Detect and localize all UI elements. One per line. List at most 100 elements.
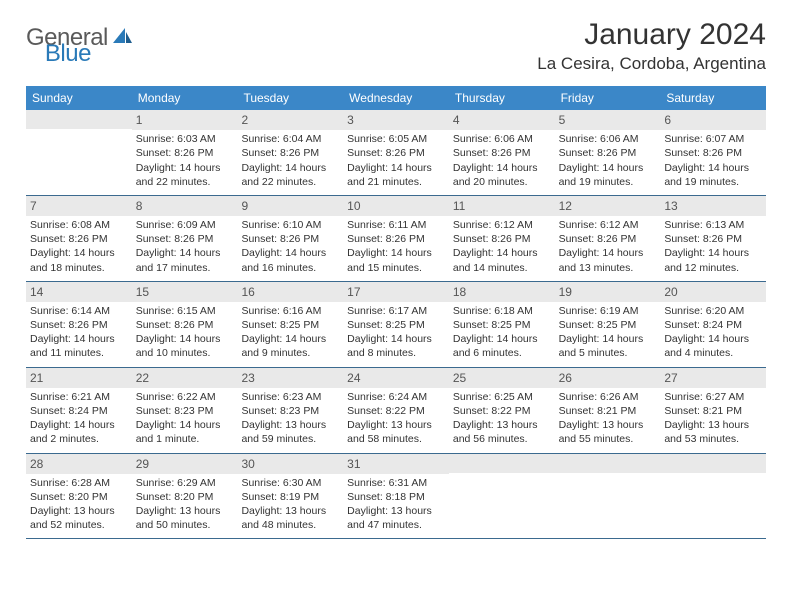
sunrise-text: Sunrise: 6:21 AM	[30, 390, 128, 404]
sunrise-text: Sunrise: 6:14 AM	[30, 304, 128, 318]
sunset-text: Sunset: 8:18 PM	[347, 490, 445, 504]
day-number: 24	[343, 368, 449, 388]
sunrise-text: Sunrise: 6:12 AM	[453, 218, 551, 232]
day-number: 6	[660, 110, 766, 130]
day-number	[660, 454, 766, 473]
daylight-text: Daylight: 13 hours and 47 minutes.	[347, 504, 445, 532]
daylight-text: Daylight: 14 hours and 6 minutes.	[453, 332, 551, 360]
day-number: 29	[132, 454, 238, 474]
day-cell: 19Sunrise: 6:19 AMSunset: 8:25 PMDayligh…	[555, 282, 661, 367]
day-number: 4	[449, 110, 555, 130]
day-number: 8	[132, 196, 238, 216]
day-body: Sunrise: 6:28 AMSunset: 8:20 PMDaylight:…	[26, 474, 132, 539]
weekday-header: Tuesday	[237, 86, 343, 110]
week-row: 14Sunrise: 6:14 AMSunset: 8:26 PMDayligh…	[26, 282, 766, 368]
daylight-text: Daylight: 13 hours and 58 minutes.	[347, 418, 445, 446]
day-cell: 13Sunrise: 6:13 AMSunset: 8:26 PMDayligh…	[660, 196, 766, 281]
week-row: 1Sunrise: 6:03 AMSunset: 8:26 PMDaylight…	[26, 110, 766, 196]
day-body: Sunrise: 6:18 AMSunset: 8:25 PMDaylight:…	[449, 302, 555, 367]
day-number: 25	[449, 368, 555, 388]
day-body: Sunrise: 6:03 AMSunset: 8:26 PMDaylight:…	[132, 130, 238, 195]
day-body: Sunrise: 6:10 AMSunset: 8:26 PMDaylight:…	[237, 216, 343, 281]
day-body: Sunrise: 6:16 AMSunset: 8:25 PMDaylight:…	[237, 302, 343, 367]
day-number: 10	[343, 196, 449, 216]
sunrise-text: Sunrise: 6:05 AM	[347, 132, 445, 146]
day-cell: 18Sunrise: 6:18 AMSunset: 8:25 PMDayligh…	[449, 282, 555, 367]
sunrise-text: Sunrise: 6:15 AM	[136, 304, 234, 318]
day-cell: 10Sunrise: 6:11 AMSunset: 8:26 PMDayligh…	[343, 196, 449, 281]
sunset-text: Sunset: 8:26 PM	[664, 232, 762, 246]
day-body: Sunrise: 6:06 AMSunset: 8:26 PMDaylight:…	[449, 130, 555, 195]
day-body: Sunrise: 6:29 AMSunset: 8:20 PMDaylight:…	[132, 474, 238, 539]
sunrise-text: Sunrise: 6:09 AM	[136, 218, 234, 232]
sunset-text: Sunset: 8:26 PM	[241, 232, 339, 246]
daylight-text: Daylight: 13 hours and 53 minutes.	[664, 418, 762, 446]
sunset-text: Sunset: 8:26 PM	[347, 146, 445, 160]
sunset-text: Sunset: 8:26 PM	[136, 232, 234, 246]
day-number: 30	[237, 454, 343, 474]
weekday-header: Sunday	[26, 86, 132, 110]
daylight-text: Daylight: 13 hours and 50 minutes.	[136, 504, 234, 532]
sunrise-text: Sunrise: 6:23 AM	[241, 390, 339, 404]
sunrise-text: Sunrise: 6:26 AM	[559, 390, 657, 404]
daylight-text: Daylight: 14 hours and 1 minute.	[136, 418, 234, 446]
day-number: 23	[237, 368, 343, 388]
day-number: 21	[26, 368, 132, 388]
day-cell: 5Sunrise: 6:06 AMSunset: 8:26 PMDaylight…	[555, 110, 661, 195]
day-cell	[26, 110, 132, 195]
sunrise-text: Sunrise: 6:31 AM	[347, 476, 445, 490]
calendar: SundayMondayTuesdayWednesdayThursdayFrid…	[26, 86, 766, 539]
day-body: Sunrise: 6:15 AMSunset: 8:26 PMDaylight:…	[132, 302, 238, 367]
sunrise-text: Sunrise: 6:13 AM	[664, 218, 762, 232]
day-cell: 27Sunrise: 6:27 AMSunset: 8:21 PMDayligh…	[660, 368, 766, 453]
sunrise-text: Sunrise: 6:07 AM	[664, 132, 762, 146]
day-body: Sunrise: 6:21 AMSunset: 8:24 PMDaylight:…	[26, 388, 132, 453]
sunset-text: Sunset: 8:23 PM	[241, 404, 339, 418]
day-number: 1	[132, 110, 238, 130]
daylight-text: Daylight: 14 hours and 5 minutes.	[559, 332, 657, 360]
day-body: Sunrise: 6:19 AMSunset: 8:25 PMDaylight:…	[555, 302, 661, 367]
sunset-text: Sunset: 8:22 PM	[453, 404, 551, 418]
sunrise-text: Sunrise: 6:28 AM	[30, 476, 128, 490]
daylight-text: Daylight: 14 hours and 10 minutes.	[136, 332, 234, 360]
daylight-text: Daylight: 14 hours and 2 minutes.	[30, 418, 128, 446]
day-number: 31	[343, 454, 449, 474]
sunrise-text: Sunrise: 6:17 AM	[347, 304, 445, 318]
daylight-text: Daylight: 14 hours and 18 minutes.	[30, 246, 128, 274]
day-cell: 21Sunrise: 6:21 AMSunset: 8:24 PMDayligh…	[26, 368, 132, 453]
day-body: Sunrise: 6:05 AMSunset: 8:26 PMDaylight:…	[343, 130, 449, 195]
sunrise-text: Sunrise: 6:11 AM	[347, 218, 445, 232]
day-body: Sunrise: 6:11 AMSunset: 8:26 PMDaylight:…	[343, 216, 449, 281]
day-body: Sunrise: 6:09 AMSunset: 8:26 PMDaylight:…	[132, 216, 238, 281]
daylight-text: Daylight: 14 hours and 19 minutes.	[559, 161, 657, 189]
sunset-text: Sunset: 8:25 PM	[347, 318, 445, 332]
day-cell: 9Sunrise: 6:10 AMSunset: 8:26 PMDaylight…	[237, 196, 343, 281]
day-body: Sunrise: 6:20 AMSunset: 8:24 PMDaylight:…	[660, 302, 766, 367]
daylight-text: Daylight: 14 hours and 8 minutes.	[347, 332, 445, 360]
day-body: Sunrise: 6:30 AMSunset: 8:19 PMDaylight:…	[237, 474, 343, 539]
day-cell: 24Sunrise: 6:24 AMSunset: 8:22 PMDayligh…	[343, 368, 449, 453]
day-body: Sunrise: 6:12 AMSunset: 8:26 PMDaylight:…	[449, 216, 555, 281]
day-cell: 26Sunrise: 6:26 AMSunset: 8:21 PMDayligh…	[555, 368, 661, 453]
day-body: Sunrise: 6:08 AMSunset: 8:26 PMDaylight:…	[26, 216, 132, 281]
sunset-text: Sunset: 8:21 PM	[559, 404, 657, 418]
day-cell: 20Sunrise: 6:20 AMSunset: 8:24 PMDayligh…	[660, 282, 766, 367]
sunrise-text: Sunrise: 6:04 AM	[241, 132, 339, 146]
day-number	[26, 110, 132, 129]
sunset-text: Sunset: 8:19 PM	[241, 490, 339, 504]
day-body: Sunrise: 6:27 AMSunset: 8:21 PMDaylight:…	[660, 388, 766, 453]
day-body: Sunrise: 6:04 AMSunset: 8:26 PMDaylight:…	[237, 130, 343, 195]
day-number: 11	[449, 196, 555, 216]
day-cell: 3Sunrise: 6:05 AMSunset: 8:26 PMDaylight…	[343, 110, 449, 195]
sunset-text: Sunset: 8:26 PM	[30, 232, 128, 246]
day-number: 20	[660, 282, 766, 302]
sunrise-text: Sunrise: 6:03 AM	[136, 132, 234, 146]
sunrise-text: Sunrise: 6:29 AM	[136, 476, 234, 490]
daylight-text: Daylight: 14 hours and 4 minutes.	[664, 332, 762, 360]
sunset-text: Sunset: 8:21 PM	[664, 404, 762, 418]
day-number: 22	[132, 368, 238, 388]
day-body: Sunrise: 6:13 AMSunset: 8:26 PMDaylight:…	[660, 216, 766, 281]
day-body: Sunrise: 6:12 AMSunset: 8:26 PMDaylight:…	[555, 216, 661, 281]
weekday-header: Friday	[555, 86, 661, 110]
day-cell: 14Sunrise: 6:14 AMSunset: 8:26 PMDayligh…	[26, 282, 132, 367]
